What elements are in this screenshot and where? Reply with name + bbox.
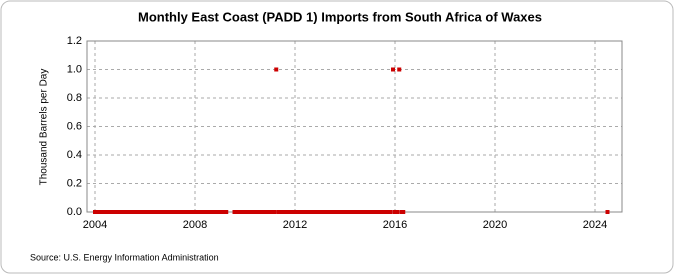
- point: [176, 210, 181, 214]
- point: [301, 210, 306, 214]
- point: [295, 210, 299, 214]
- point: [113, 210, 118, 214]
- point: [288, 210, 293, 214]
- point: [207, 210, 212, 214]
- x-tick-label: 2008: [183, 219, 207, 231]
- point: [363, 210, 368, 214]
- point: [251, 210, 256, 214]
- point: [101, 210, 106, 214]
- y-tick-label: 0.4: [67, 149, 82, 161]
- point: [370, 210, 374, 214]
- frame: [0, 0, 674, 274]
- x-tick-label: 2024: [583, 219, 607, 231]
- point: [345, 210, 349, 214]
- y-tick-label: 1.2: [67, 35, 82, 47]
- point: [276, 210, 281, 214]
- point: [263, 210, 268, 214]
- source: Source: U.S. Energy Information Administ…: [30, 252, 219, 262]
- point: [126, 210, 131, 214]
- point: [132, 210, 137, 214]
- point: [313, 210, 318, 214]
- point: [326, 210, 331, 214]
- point: [382, 210, 387, 214]
- point: [245, 210, 249, 214]
- point: [138, 210, 143, 214]
- point: [274, 67, 279, 72]
- point: [272, 210, 277, 214]
- y-tick-label: 0.8: [67, 92, 82, 104]
- chart-title: Monthly East Coast (PADD 1) Imports from…: [138, 9, 542, 24]
- point: [107, 210, 112, 214]
- point: [257, 210, 262, 214]
- y-axis-label: Thousand Barrels per Day: [39, 69, 50, 186]
- point: [188, 210, 193, 214]
- x-tick-label: 2020: [483, 219, 507, 231]
- point: [170, 210, 174, 214]
- point: [270, 210, 274, 214]
- point: [182, 210, 187, 214]
- x-tick-label: 2012: [283, 219, 307, 231]
- point: [157, 210, 162, 214]
- y-tick-label: 0.0: [67, 206, 82, 218]
- point: [120, 210, 124, 214]
- y-tick-label: 0.2: [67, 177, 82, 189]
- point: [376, 210, 381, 214]
- point: [351, 210, 356, 214]
- point: [213, 210, 218, 214]
- point: [238, 210, 243, 214]
- y-tick-label: 0.6: [67, 120, 82, 132]
- point: [195, 210, 199, 214]
- point: [201, 210, 206, 214]
- x-tick-label: 2004: [83, 219, 107, 231]
- point: [320, 210, 324, 214]
- point: [605, 210, 610, 214]
- point: [307, 210, 312, 214]
- y-tick-label: 1.0: [67, 63, 82, 75]
- point: [163, 210, 168, 214]
- point: [338, 210, 343, 214]
- point: [397, 67, 402, 72]
- point: [357, 210, 362, 214]
- point: [282, 210, 287, 214]
- point: [332, 210, 337, 214]
- point: [151, 210, 156, 214]
- point: [145, 210, 149, 214]
- point: [391, 67, 395, 72]
- point: [95, 210, 99, 214]
- point: [401, 210, 406, 214]
- point: [232, 210, 237, 214]
- point: [388, 210, 393, 214]
- point: [224, 210, 229, 214]
- x-tick-label: 2016: [383, 219, 407, 231]
- point: [395, 210, 399, 214]
- point: [220, 210, 224, 214]
